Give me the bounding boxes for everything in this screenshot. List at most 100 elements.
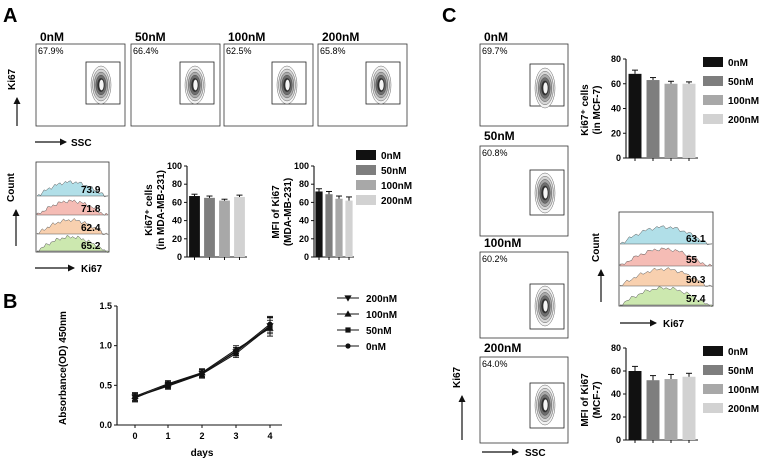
flow-c-gate-3 [529, 382, 565, 429]
histogram-ridge [36, 218, 109, 236]
legend-a-swatch-1 [356, 165, 376, 175]
legend-c1-swatch-0 [703, 57, 723, 67]
flow-a-density-1 [184, 65, 206, 105]
bar-a1-ylabel-line2: (in MDA-MB-231) [156, 170, 167, 250]
flow-a-xlabel: SSC [71, 138, 92, 149]
legend-c1-swatch-2 [703, 95, 723, 105]
y-tick-label: 40 [299, 216, 309, 226]
legend-c2-swatch-0 [703, 346, 723, 356]
legend-c1-label-2: 100nM [728, 96, 759, 107]
hist-c-ridges [619, 225, 713, 308]
y-tick-label: 60 [611, 366, 621, 376]
density-core [99, 79, 104, 91]
y-tick-label: 0.0 [99, 420, 112, 430]
y-tick-label: 1.0 [99, 341, 112, 351]
legend-c2-label-1: 50nM [728, 366, 754, 377]
y-tick-label: 20 [611, 412, 621, 422]
flow-a-title-2: 100nM [228, 30, 265, 44]
bar-chart-a2: MFI of Ki67 (MDA-MB-231) 0 20 40 60 80 100 [271, 161, 354, 262]
y-tick-label: 100 [167, 161, 182, 171]
x-tick-label: 4 [267, 431, 272, 441]
density-core [285, 79, 290, 91]
legend-b-label-3: 0nM [366, 342, 386, 353]
flow-c-frame-3 [479, 356, 569, 444]
flow-c-density-3 [534, 384, 556, 426]
panel-label-b: B [3, 291, 17, 313]
hist-a-xlabel: Ki67 [81, 264, 103, 275]
flow-a-gate-3 [365, 61, 401, 105]
density-core [543, 187, 548, 199]
flow-c-percent-3: 64.0% [482, 359, 508, 369]
panel-a-histogram: 73.9 71.8 62.4 65.2 Count Ki67 [6, 161, 110, 275]
histogram-ridge [619, 267, 713, 288]
bar-chart-c1: Ki67⁺ cells (in MCF-7) 0 20 40 60 80 [580, 54, 698, 163]
flow-c-frame-0 [479, 43, 569, 127]
y-tick-label: 40 [611, 104, 621, 114]
histogram-ridge [36, 234, 109, 254]
legend-c2-label-3: 200nM [728, 404, 759, 415]
bar-a1-ylabel-line1: Ki67⁺ cells [144, 184, 155, 236]
legend-c1: 0nM 50nM 100nM 200nM [703, 57, 759, 126]
y-tick-label: 80 [299, 179, 309, 189]
y-tick-label: 80 [172, 179, 182, 189]
flow-a-gate-0 [85, 61, 121, 105]
legend-c1-label-0: 0nM [728, 58, 748, 69]
y-tick-label: 20 [611, 128, 621, 138]
hist-c-value-2: 50.3 [686, 275, 706, 286]
legend-c1-label-1: 50nM [728, 77, 754, 88]
bar-50nM [646, 380, 660, 440]
flow-c-percent-0: 69.7% [482, 46, 508, 56]
flow-c-density-1 [534, 172, 556, 214]
density-core [543, 300, 548, 312]
legend-a-label-3: 200nM [381, 196, 412, 207]
bar-c2-ylabel-line1: MFI of Ki67 [580, 373, 591, 427]
flow-a-frame-2 [223, 43, 314, 127]
flow-a-gate-1 [179, 61, 215, 105]
y-tick-label: 0 [616, 153, 621, 163]
flow-c-ylabel: Ki67 [452, 366, 463, 388]
y-tick-label: 20 [172, 234, 182, 244]
legend-c2-swatch-2 [703, 384, 723, 394]
x-tick-label: 3 [233, 431, 238, 441]
y-tick-label: 80 [611, 54, 621, 64]
flow-c-gate-2 [529, 283, 565, 330]
legend-b-label-2: 50nM [366, 326, 392, 337]
bar-c2-ylabel-line2: (MCF-7) [592, 381, 603, 418]
y-tick-label: 60 [299, 197, 309, 207]
y-tick-label: 40 [172, 216, 182, 226]
flow-a-density-2 [276, 65, 298, 105]
line-b-ylabel: Absorbance(OD) 450nm [58, 311, 69, 425]
bar-100nM [664, 379, 678, 440]
hist-c-value-3: 57.4 [686, 294, 706, 305]
flow-c-density-2 [534, 285, 556, 327]
flow-c-title-0: 0nM [484, 30, 508, 44]
flow-a-percent-1: 66.4% [133, 46, 159, 56]
flow-a-density-3 [370, 65, 392, 105]
histogram-ridge [36, 180, 109, 198]
legend-c1-swatch-3 [703, 114, 723, 124]
flow-c-title-1: 50nM [484, 129, 515, 143]
hist-c-frame [618, 211, 714, 307]
hist-a-value-3: 65.2 [81, 241, 101, 252]
legend-a-label-1: 50nM [381, 166, 407, 177]
histogram-ridge [619, 247, 713, 267]
flow-a-title-3: 200nM [322, 30, 359, 44]
flow-c-percent-2: 60.2% [482, 254, 508, 264]
flow-a-frame-3 [317, 43, 408, 127]
hist-c-value-0: 63.1 [686, 234, 706, 245]
flow-c-gate-1 [529, 169, 565, 216]
y-tick-label: 80 [611, 343, 621, 353]
legend-c2: 0nM 50nM 100nM 200nM [703, 346, 759, 415]
bar-0nM [628, 371, 642, 440]
flow-a-title-0: 0nM [40, 30, 64, 44]
hist-a-frame [35, 161, 110, 253]
legend-b: 200nM 100nM 50nM 0nM [337, 294, 397, 353]
legend-b-label-1: 100nM [366, 310, 397, 321]
legend-a: 0nM 50nM 100nM 200nM [356, 150, 412, 207]
legend-c2-swatch-3 [703, 403, 723, 413]
legend-c2-label-2: 100nM [728, 385, 759, 396]
y-tick-label: 0 [616, 435, 621, 445]
panel-c-histogram: 63.1 55 50.3 57.4 Count Ki67 [591, 211, 714, 330]
hist-a-value-1: 71.8 [81, 204, 101, 215]
